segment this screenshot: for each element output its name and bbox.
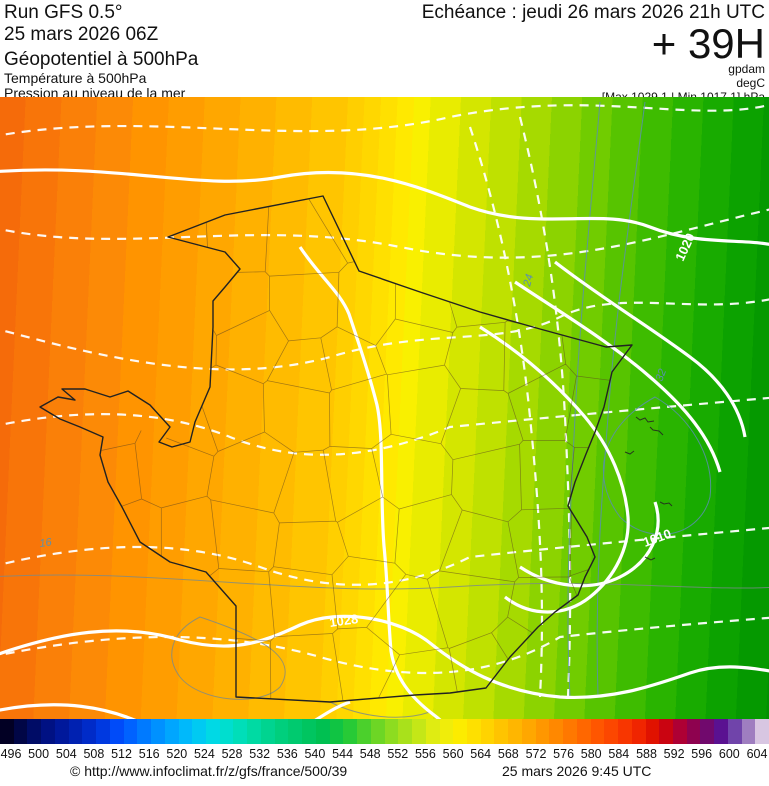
svg-text:1028: 1028 (328, 611, 359, 630)
svg-text:32: 32 (654, 367, 669, 383)
svg-text:1010: 1010 (641, 526, 673, 550)
svg-text:16: 16 (39, 536, 54, 550)
